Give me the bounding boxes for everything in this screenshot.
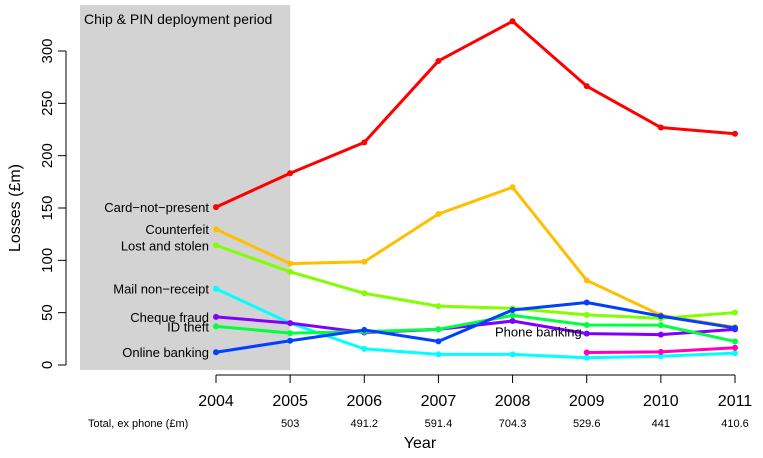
series-point-2-2005 bbox=[287, 268, 294, 275]
series-point-1-2007 bbox=[435, 210, 442, 217]
series-point-6-2007 bbox=[435, 338, 442, 345]
series-point-6-2005 bbox=[287, 337, 294, 344]
series-point-5-2008 bbox=[509, 312, 516, 319]
series-point-6-2004 bbox=[213, 349, 219, 356]
y-tick-label-50: 50 bbox=[39, 304, 56, 321]
y-tick-label-150: 150 bbox=[39, 195, 56, 220]
series-point-3-2010 bbox=[657, 353, 664, 360]
y-tick-label-100: 100 bbox=[39, 248, 56, 273]
x-tick-label-2010: 2010 bbox=[643, 393, 679, 410]
series-point-0-2009 bbox=[583, 83, 590, 90]
total-value-2011: 410.6 bbox=[721, 418, 749, 430]
series-point-0-2008 bbox=[509, 18, 516, 25]
series-label-1: Counterfeit bbox=[145, 222, 209, 237]
series-point-3-2007 bbox=[435, 351, 442, 358]
series-point-0-2004 bbox=[213, 204, 219, 211]
series-point-3-2009 bbox=[583, 354, 590, 361]
series-label-7: Phone banking bbox=[495, 324, 582, 339]
series-point-7-2009 bbox=[583, 349, 590, 356]
series-point-7-2011 bbox=[732, 344, 738, 351]
series-point-4-2004 bbox=[213, 313, 219, 320]
total-value-2009: 529.6 bbox=[573, 418, 601, 430]
x-axis-title: Year bbox=[404, 435, 437, 452]
x-tick-label-2006: 2006 bbox=[346, 393, 382, 410]
series-point-3-2008 bbox=[509, 351, 516, 358]
series-point-0-2006 bbox=[361, 139, 368, 146]
totals-layer: Total, ex phone (£m) 503 491.2 591.4 704.3 52… bbox=[88, 418, 749, 430]
chip-pin-shaded-region bbox=[80, 5, 291, 370]
x-tick-label-2004: 2004 bbox=[198, 393, 234, 410]
series-line-6 bbox=[214, 301, 737, 354]
series-point-1-2006 bbox=[361, 258, 368, 265]
series-line-0 bbox=[214, 19, 737, 209]
series-point-4-2005 bbox=[287, 320, 294, 327]
x-tick-label-2011: 2011 bbox=[718, 393, 753, 410]
series-line-1 bbox=[214, 185, 737, 329]
series-point-5-2010 bbox=[657, 322, 664, 329]
y-tick-label-250: 250 bbox=[39, 91, 56, 116]
series-point-1-2005 bbox=[287, 260, 294, 267]
y-axis-title: Losses (£m) bbox=[7, 164, 24, 252]
series-point-3-2006 bbox=[361, 345, 368, 352]
series-point-2-2006 bbox=[361, 290, 368, 297]
series-point-1-2004 bbox=[213, 226, 219, 233]
series-point-6-2006 bbox=[361, 326, 368, 333]
series-line-3 bbox=[214, 287, 737, 360]
series-point-3-2011 bbox=[732, 350, 738, 357]
series-point-4-2009 bbox=[583, 330, 590, 337]
series-point-5-2011 bbox=[732, 338, 738, 345]
series-point-0-2010 bbox=[657, 124, 664, 131]
total-value-2006: 491.2 bbox=[351, 418, 379, 430]
series-point-0-2011 bbox=[732, 130, 738, 137]
series-point-4-2010 bbox=[657, 331, 664, 338]
x-tick-label-2009: 2009 bbox=[569, 393, 605, 410]
series-label-0: Card−not−present bbox=[104, 200, 209, 215]
total-value-2008: 704.3 bbox=[499, 418, 527, 430]
series-point-5-2009 bbox=[583, 322, 590, 329]
series-layer bbox=[213, 18, 738, 361]
series-point-2-2009 bbox=[583, 311, 590, 318]
series-label-2: Lost and stolen bbox=[121, 238, 209, 253]
series-point-4-2008 bbox=[509, 318, 516, 325]
series-point-7-2010 bbox=[657, 348, 664, 355]
y-tick-label-0: 0 bbox=[39, 361, 56, 369]
series-point-6-2009 bbox=[583, 299, 590, 306]
x-tick-label-2005: 2005 bbox=[272, 393, 308, 410]
series-point-0-2005 bbox=[287, 170, 294, 177]
total-value-2005: 503 bbox=[281, 418, 299, 430]
axis-layer: 0 50 100 150 200 250 300 Losses (£m) 2004 2005 200… bbox=[7, 38, 752, 452]
series-point-5-2004 bbox=[213, 323, 219, 330]
y-tick-label-300: 300 bbox=[39, 38, 56, 63]
series-label-6: Online banking bbox=[122, 345, 209, 360]
series-point-6-2011 bbox=[732, 324, 738, 331]
series-line-2 bbox=[214, 243, 737, 320]
series-point-5-2007 bbox=[435, 326, 442, 333]
series-point-1-2009 bbox=[583, 277, 590, 284]
series-point-2-2011 bbox=[732, 309, 738, 316]
series-point-6-2010 bbox=[657, 313, 664, 320]
totals-row-label: Total, ex phone (£m) bbox=[88, 418, 188, 430]
x-tick-label-2007: 2007 bbox=[421, 393, 457, 410]
series-point-6-2008 bbox=[509, 307, 516, 314]
total-value-2007: 591.4 bbox=[425, 418, 453, 430]
series-label-5: ID theft bbox=[167, 319, 209, 334]
y-tick-label-200: 200 bbox=[39, 143, 56, 168]
shaded-region-label: Chip & PIN deployment period bbox=[84, 11, 272, 27]
series-point-2-2007 bbox=[435, 303, 442, 310]
shaded-region-layer: Chip & PIN deployment period bbox=[80, 5, 291, 370]
series-label-3: Mail non−receipt bbox=[113, 282, 209, 297]
series-point-0-2007 bbox=[435, 57, 442, 64]
series-point-1-2008 bbox=[509, 184, 516, 191]
x-tick-label-2008: 2008 bbox=[495, 393, 531, 410]
series-point-2-2004 bbox=[213, 242, 219, 249]
series-point-5-2005 bbox=[287, 330, 294, 337]
series-point-3-2004 bbox=[213, 285, 219, 292]
series-line-5 bbox=[214, 313, 737, 343]
series-label-4: Cheque fraud bbox=[130, 310, 209, 325]
total-value-2010: 441 bbox=[652, 418, 670, 430]
